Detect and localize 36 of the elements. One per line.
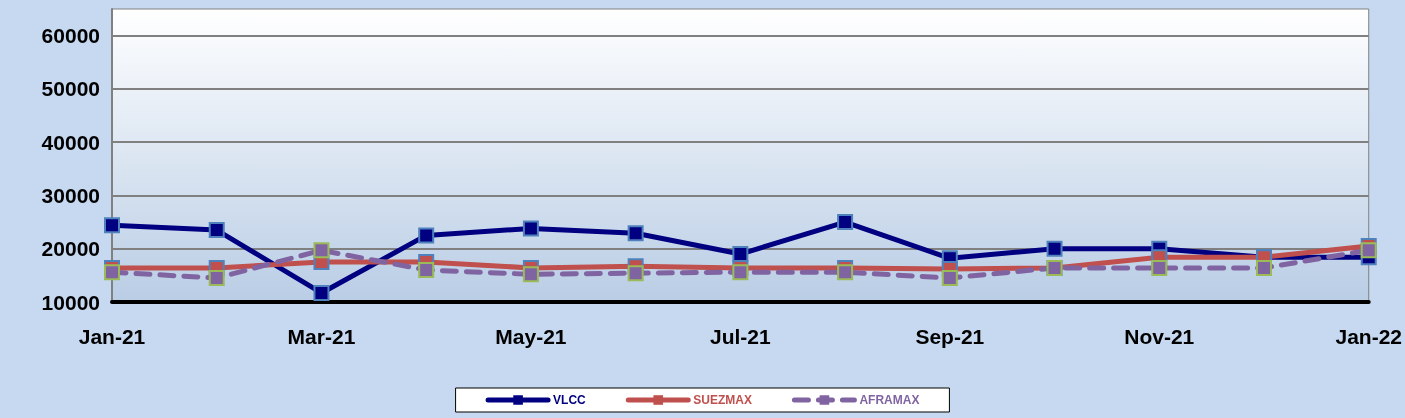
point <box>1256 259 1272 276</box>
y-tick-label: 10000 <box>41 290 100 314</box>
x-tick-label: Mar-21 <box>287 325 356 348</box>
point <box>313 284 330 301</box>
point <box>627 225 644 242</box>
point <box>313 242 330 259</box>
text: VLCC <box>553 393 587 407</box>
point <box>837 214 854 231</box>
y-tick-label: 60000 <box>41 24 100 48</box>
point <box>104 264 120 281</box>
legend-label: SUEZMAX <box>693 393 752 407</box>
x-tick-label: Sep-21 <box>915 325 985 348</box>
point <box>1360 242 1377 259</box>
x-tick-label: Jan-21 <box>78 325 146 348</box>
point <box>837 264 854 281</box>
x-tick-label: Jan-22 <box>1335 325 1402 348</box>
y-tick-label: 50000 <box>41 77 100 101</box>
point <box>208 270 225 287</box>
point <box>104 217 120 234</box>
point <box>522 220 539 237</box>
point <box>941 270 958 287</box>
point <box>418 262 435 279</box>
point <box>208 222 225 239</box>
x-tick-label: Jul-21 <box>710 325 772 348</box>
point <box>1046 240 1063 257</box>
point <box>418 227 435 244</box>
point <box>627 265 644 282</box>
x-tick-label: Nov-21 <box>1124 325 1195 348</box>
point <box>732 264 749 281</box>
y-tick-label: 30000 <box>41 183 100 207</box>
y-tick-label: 20000 <box>41 237 100 261</box>
point <box>1151 259 1168 276</box>
x-tick-label: May-21 <box>495 325 567 348</box>
y-tick-label: 40000 <box>41 130 100 154</box>
point <box>522 266 539 283</box>
legend-label: AFRAMAX <box>859 393 920 407</box>
